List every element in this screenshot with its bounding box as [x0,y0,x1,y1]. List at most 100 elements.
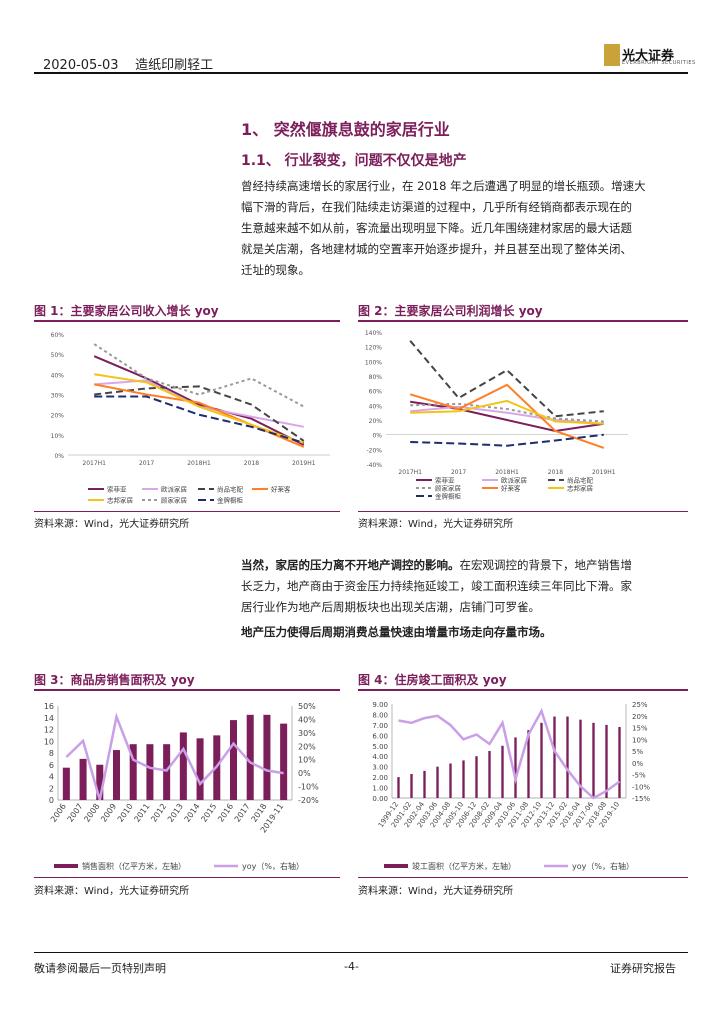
para-line: 居行业作为地产后周期板块也出现关店潮，店铺门可罗雀。 [241,600,540,614]
y-tick-label: 8.00 [372,711,388,719]
fig1-source: 资料来源：Wind，光大证券研究所 [34,519,190,530]
fig3-title: 图 3：商品房销售面积及 yoy [34,673,195,687]
subsection-heading: 1.1、 行业裂变，问题不仅仅是地产 [241,153,467,169]
bar [96,764,104,800]
y2-tick-label: 10% [298,756,316,765]
x-tick-label: 2012 [149,802,168,824]
logo-sub: EVERBRIGHT SECURITIES [622,60,696,66]
fig3-source: 资料来源：Wind，光大证券研究所 [34,886,190,897]
bar [196,738,204,800]
y-tick-label: 60% [369,389,383,396]
fig4-rule [358,689,688,691]
legend-bar-swatch [384,864,408,868]
x-tick-label: 2017H1 [398,469,422,476]
fig1-title: 图 1：主要家居公司收入增长 yoy [34,304,219,318]
y-tick-label: 8 [49,749,54,758]
fig3-bottom-rule [34,877,340,878]
footer-report-type: 证券研究报告 [610,962,676,975]
y-tick-label: 20% [51,413,65,420]
para-line: 在宏观调控的背景下，地产销售增 [459,558,633,572]
bar [540,722,543,798]
legend-bar-swatch [54,864,78,868]
bar [527,730,530,798]
header-date-section: 2020-05-03 造纸印刷轻工 [43,58,214,73]
bar [397,777,400,798]
y2-tick-label: -20% [298,796,319,805]
bar [501,745,504,798]
y-tick-label: 140% [365,330,382,337]
legend-yoy-label: yoy（%，右轴） [572,861,634,871]
x-tick-label: 2018H1 [187,460,211,467]
y-tick-label: 0% [372,433,382,440]
bar [410,773,413,798]
y-tick-label: 2.00 [372,774,388,782]
bar [475,756,478,798]
y-tick-label: 16 [44,702,54,711]
y-tick-label: 0.00 [372,795,388,803]
y2-tick-label: 0% [298,769,311,778]
y2-tick-label: -5% [632,772,646,780]
fig1-rule [34,320,340,322]
fig4-bottom-rule [358,877,688,878]
y-tick-label: 10% [51,433,65,440]
yoy-line [65,712,284,801]
y-tick-label: -40% [366,462,382,469]
conclusion-paragraph: 地产压力使得后周期消费总量快速由增量市场走向存量市场。 [241,625,552,639]
y-tick-label: 0% [54,453,64,460]
bar [146,744,154,800]
para-line: 幅下滑的背后，在我们陆续走访渠道的过程中，几乎所有经销商都表示现在的 [241,200,632,214]
x-tick-label: 2009 [99,802,118,824]
legend-label: 志邦家居 [567,484,594,493]
bar [246,714,254,800]
y-tick-label: 100% [365,359,382,366]
header-rule [34,72,688,74]
y-tick-label: 9.00 [372,701,388,709]
page-number: -4- [344,960,359,973]
series-line [94,383,305,448]
x-tick-label: 2011 [133,802,152,824]
y-tick-label: 10 [44,737,54,746]
bar [514,737,517,798]
series-line [93,355,305,446]
bar [436,766,439,798]
section-heading: 1、 突然偃旗息鼓的家居行业 [241,120,450,139]
series-line [94,373,305,444]
y2-tick-label: 50% [298,702,316,711]
x-tick-label: 2019H1 [592,469,616,476]
x-tick-label: 2017 [139,460,154,467]
fig2-chart: -40% -20% 0% 20% 40% 60% 80% 100% 120% 140% 2017H1… [365,330,628,501]
legend-yoy-label: yoy（%，右轴） [242,861,304,871]
fig2-rule [358,320,688,322]
y-tick-label: 120% [365,345,382,352]
y2-tick-label: -10% [632,783,650,791]
y-tick-label: 40% [369,403,383,410]
y2-tick-label: 30% [298,729,316,738]
legend-label: 顾家家居 [161,496,188,505]
y2-tick-label: 40% [298,715,316,724]
para2-lead: 当然，家居的压力离不开地产调控的影响。 [241,558,460,572]
bar [566,716,569,798]
x-tick-label: 2010 [116,802,135,824]
yoy-line [398,707,621,800]
bar [553,716,556,798]
series-line [410,433,604,447]
y-tick-label: 3.00 [372,764,388,772]
fig3-rule [34,689,340,691]
y2-tick-label: 5% [632,748,643,756]
y-tick-label: 40% [51,372,65,379]
x-tick-label: 2007 [66,802,85,824]
bar [423,770,426,798]
footer-disclaimer-link[interactable]: 敬请参阅最后一页特别声明 [34,962,166,975]
para-line: 就是关店潮，各地建材城的空置率开始逐步提升，并且甚至出现了整体关闭、 [241,242,632,256]
logo-icon [604,44,620,66]
x-tick-label: 2018H1 [495,469,519,476]
y-tick-label: 4 [49,773,54,782]
bar [79,758,87,800]
legend-label: 索菲亚 [107,485,127,494]
x-tick-label: 2017 [233,802,252,824]
y2-tick-label: 20% [632,713,648,721]
y2-tick-label: -10% [298,783,319,792]
legend-label: 欧派家居 [501,476,528,485]
bar [579,719,582,798]
y2-tick-label: 0% [632,760,643,768]
